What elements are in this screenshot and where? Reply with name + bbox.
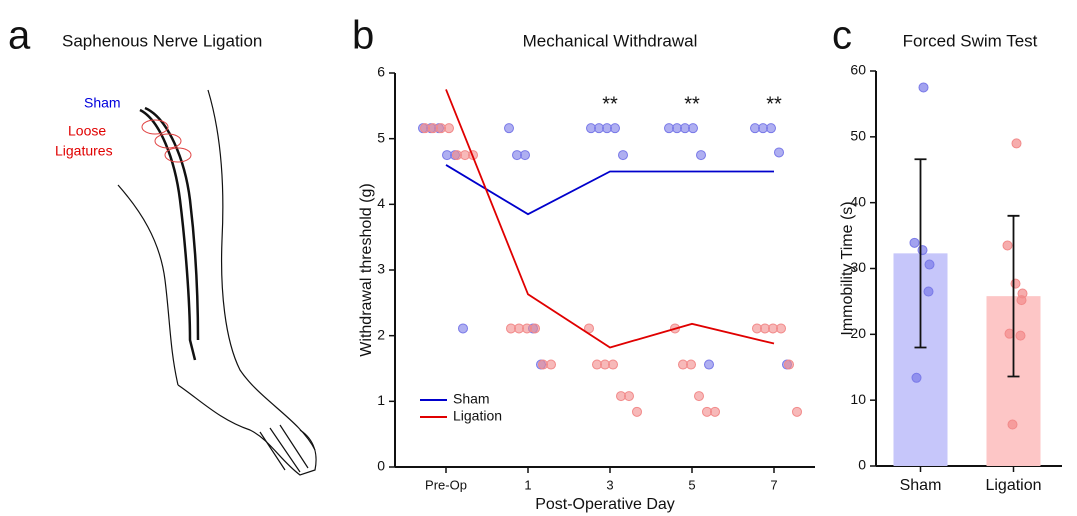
y-tick-label: 40 bbox=[850, 193, 866, 209]
y-tick-label: 20 bbox=[850, 325, 866, 341]
y-tick-label: 30 bbox=[850, 259, 866, 275]
data-point bbox=[696, 150, 706, 161]
error-bar bbox=[1007, 214, 1020, 378]
y-axis-label: Immobility Time (s) bbox=[839, 201, 856, 335]
data-point bbox=[924, 259, 935, 270]
y-tick-label: 50 bbox=[850, 128, 866, 144]
error-bar bbox=[914, 158, 927, 349]
leg-illustration bbox=[117, 89, 317, 476]
data-point bbox=[917, 245, 928, 256]
data-point bbox=[618, 150, 628, 161]
data-point bbox=[911, 372, 922, 383]
x-tick-label: Pre-Op bbox=[425, 477, 467, 492]
y-tick-label: 4 bbox=[377, 195, 385, 211]
series-line bbox=[445, 89, 775, 349]
y-tick-label: 5 bbox=[377, 129, 385, 145]
data-point bbox=[776, 323, 786, 334]
data-point bbox=[694, 391, 704, 402]
significance: ** bbox=[684, 93, 700, 115]
series-line bbox=[445, 164, 774, 216]
x-tick-label: Ligation bbox=[985, 477, 1041, 494]
data-point bbox=[1002, 240, 1013, 251]
y-tick-label: 2 bbox=[377, 326, 385, 342]
panel-letter: a bbox=[8, 14, 31, 58]
y-tick-label: 0 bbox=[858, 457, 866, 473]
y-tick-label: 60 bbox=[850, 62, 866, 78]
data-point bbox=[608, 359, 618, 370]
y-axis-label: Withdrawal threshold (g) bbox=[358, 183, 375, 356]
label-ligature: Ligatures bbox=[55, 143, 113, 159]
chart-title: Mechanical Withdrawal bbox=[523, 31, 698, 50]
y-tick-label: 1 bbox=[377, 392, 385, 408]
data-point bbox=[923, 286, 934, 297]
data-point bbox=[624, 391, 634, 402]
legend-label: Sham bbox=[453, 391, 490, 407]
x-tick-label: 3 bbox=[606, 477, 613, 492]
x-axis-label: Post-Operative Day bbox=[535, 496, 675, 513]
data-point bbox=[458, 323, 468, 334]
y-tick-label: 6 bbox=[377, 64, 385, 80]
label-ligature: Loose bbox=[68, 123, 106, 139]
data-point bbox=[1015, 330, 1026, 341]
data-point bbox=[710, 406, 720, 417]
data-point bbox=[688, 123, 698, 134]
data-point bbox=[766, 123, 776, 134]
panel-letter: c bbox=[832, 14, 852, 58]
y-tick-label: 3 bbox=[377, 261, 385, 277]
significance: ** bbox=[766, 93, 782, 115]
data-point bbox=[774, 147, 784, 158]
data-point bbox=[1016, 295, 1027, 306]
data-point bbox=[520, 150, 530, 161]
data-point bbox=[918, 82, 929, 93]
x-tick-label: 5 bbox=[688, 477, 695, 492]
illustration-title: Saphenous Nerve Ligation bbox=[62, 31, 262, 50]
x-tick-label: 7 bbox=[770, 477, 777, 492]
x-tick-label: Sham bbox=[900, 477, 942, 494]
data-point bbox=[792, 406, 802, 417]
y-tick-label: 0 bbox=[377, 458, 385, 474]
data-point bbox=[504, 123, 514, 134]
data-point bbox=[546, 359, 556, 370]
chart-title: Forced Swim Test bbox=[903, 31, 1038, 50]
data-point bbox=[530, 323, 540, 334]
data-point bbox=[704, 359, 714, 370]
y-tick-label: 10 bbox=[850, 391, 866, 407]
significance: ** bbox=[602, 93, 618, 115]
data-point bbox=[909, 237, 920, 248]
x-tick-label: 1 bbox=[524, 477, 531, 492]
data-point bbox=[1010, 278, 1021, 289]
panel-letter: b bbox=[352, 14, 374, 58]
data-point bbox=[610, 123, 620, 134]
legend-label: Ligation bbox=[453, 408, 502, 424]
label-sham: Sham bbox=[84, 95, 121, 111]
data-point bbox=[686, 359, 696, 370]
data-point bbox=[444, 123, 454, 134]
data-point bbox=[1007, 419, 1018, 430]
data-point bbox=[632, 406, 642, 417]
data-point bbox=[1011, 138, 1022, 149]
data-point bbox=[784, 359, 794, 370]
